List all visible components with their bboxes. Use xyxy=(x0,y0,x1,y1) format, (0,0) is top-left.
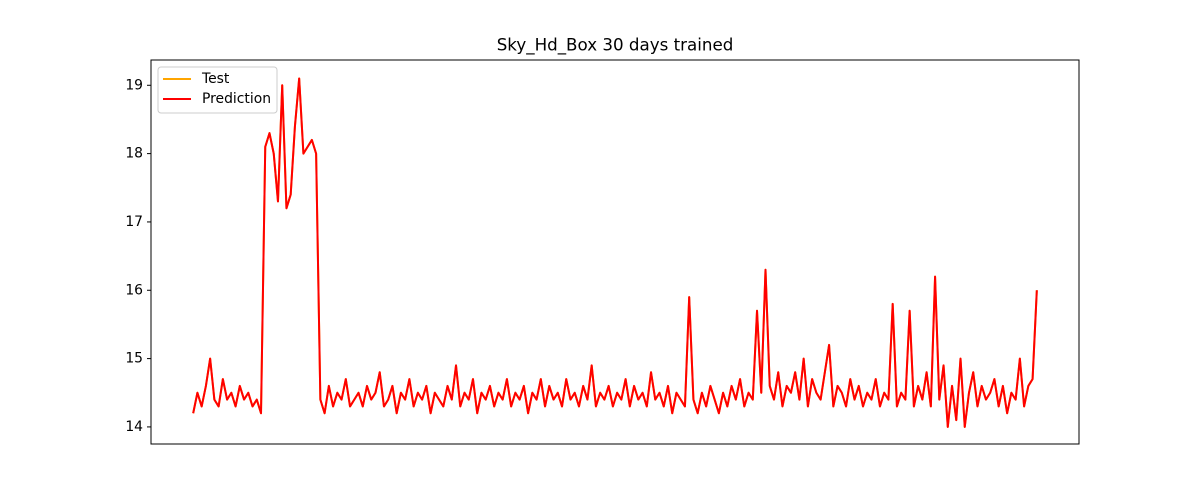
legend-label: Prediction xyxy=(202,91,271,107)
plot-frame xyxy=(150,59,1080,445)
y-tick-label: 17 xyxy=(125,214,143,230)
y-tick-label: 18 xyxy=(125,146,143,162)
y-tick-label: 15 xyxy=(125,351,143,367)
y-tick-label: 14 xyxy=(125,419,143,435)
legend: Test Prediction xyxy=(157,66,278,114)
chart-title: Sky_Hd_Box 30 days trained xyxy=(497,35,734,56)
legend-label: Test xyxy=(201,71,230,87)
y-tick-label: 16 xyxy=(125,282,143,298)
line-series xyxy=(192,77,1038,428)
y-tick-label: 19 xyxy=(125,77,143,93)
